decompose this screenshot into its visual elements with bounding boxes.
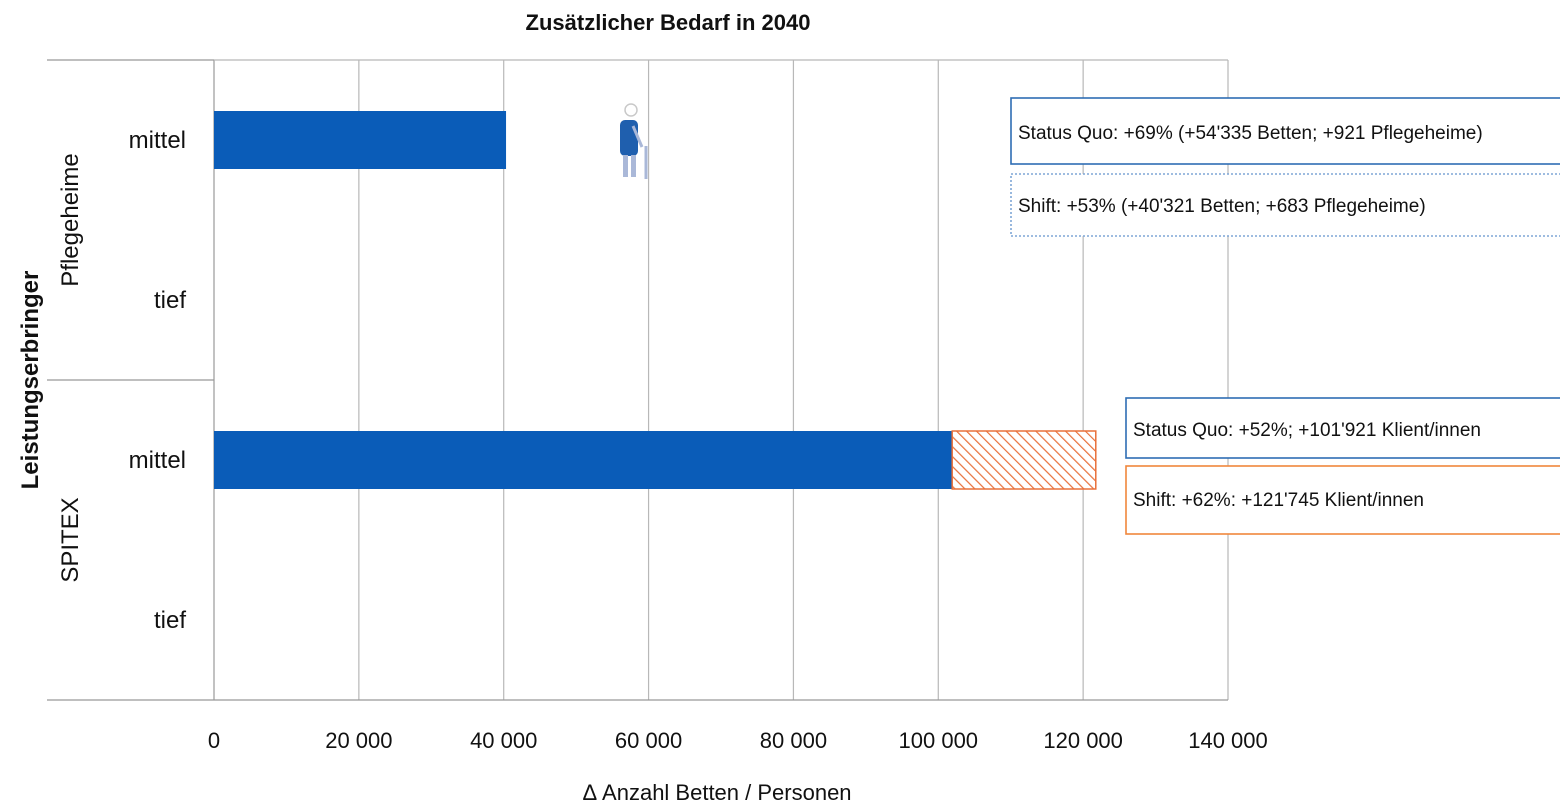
- category-label: tief: [154, 607, 186, 634]
- annotation-text: Status Quo: +52%; +101'921 Klient/innen: [1133, 420, 1481, 441]
- elderly-person-icon: [620, 103, 648, 179]
- annotation-text: Status Quo: +69% (+54'335 Betten; +921 P…: [1018, 123, 1483, 144]
- annotation-boxes: Status Quo: +69% (+54'335 Betten; +921 P…: [1010, 97, 1560, 535]
- group-label: Pflegeheime: [57, 153, 84, 286]
- annotation-box: [1010, 97, 1560, 165]
- x-tick-label: 40 000: [470, 728, 537, 753]
- x-tick-label: 60 000: [615, 728, 682, 753]
- category-label: mittel: [129, 447, 186, 474]
- x-tick-label: 0: [208, 728, 220, 753]
- bar-status-quo: [214, 111, 507, 169]
- annotation-box: [1125, 465, 1560, 535]
- chart-title: Zusätzlicher Bedarf in 2040: [526, 10, 811, 35]
- bars: [214, 111, 1097, 490]
- annotation-box: [1125, 397, 1560, 459]
- annotation-box: [1010, 173, 1560, 237]
- x-tick-labels: 0 20 000 40 000 60 000 80 000 100 000 120 000 1…: [208, 728, 1268, 753]
- plot-frame: [47, 59, 1228, 701]
- group-labels: Pflegeheime SPITEX: [57, 153, 84, 582]
- group-label: SPITEX: [57, 497, 84, 582]
- x-tick-label: 20 000: [325, 728, 392, 753]
- bar-status-quo: [214, 431, 953, 489]
- x-tick-label: 100 000: [899, 728, 979, 753]
- x-tick-label: 120 000: [1043, 728, 1123, 753]
- category-labels: mittel tief mittel tief: [129, 127, 187, 634]
- category-label: tief: [154, 287, 186, 314]
- y-axis-label: Leistungserbringer: [17, 271, 44, 490]
- category-label: mittel: [129, 127, 186, 154]
- annotation-text: Shift: +53% (+40'321 Betten; +683 Pflege…: [1018, 196, 1426, 217]
- x-tick-label: 80 000: [760, 728, 827, 753]
- bar-shift-increase: [951, 430, 1097, 490]
- x-axis-label: Δ Anzahl Betten / Personen: [582, 780, 851, 805]
- x-tick-label: 140 000: [1188, 728, 1268, 753]
- annotation-text: Shift: +62%: +121'745 Klient/innen: [1133, 490, 1424, 511]
